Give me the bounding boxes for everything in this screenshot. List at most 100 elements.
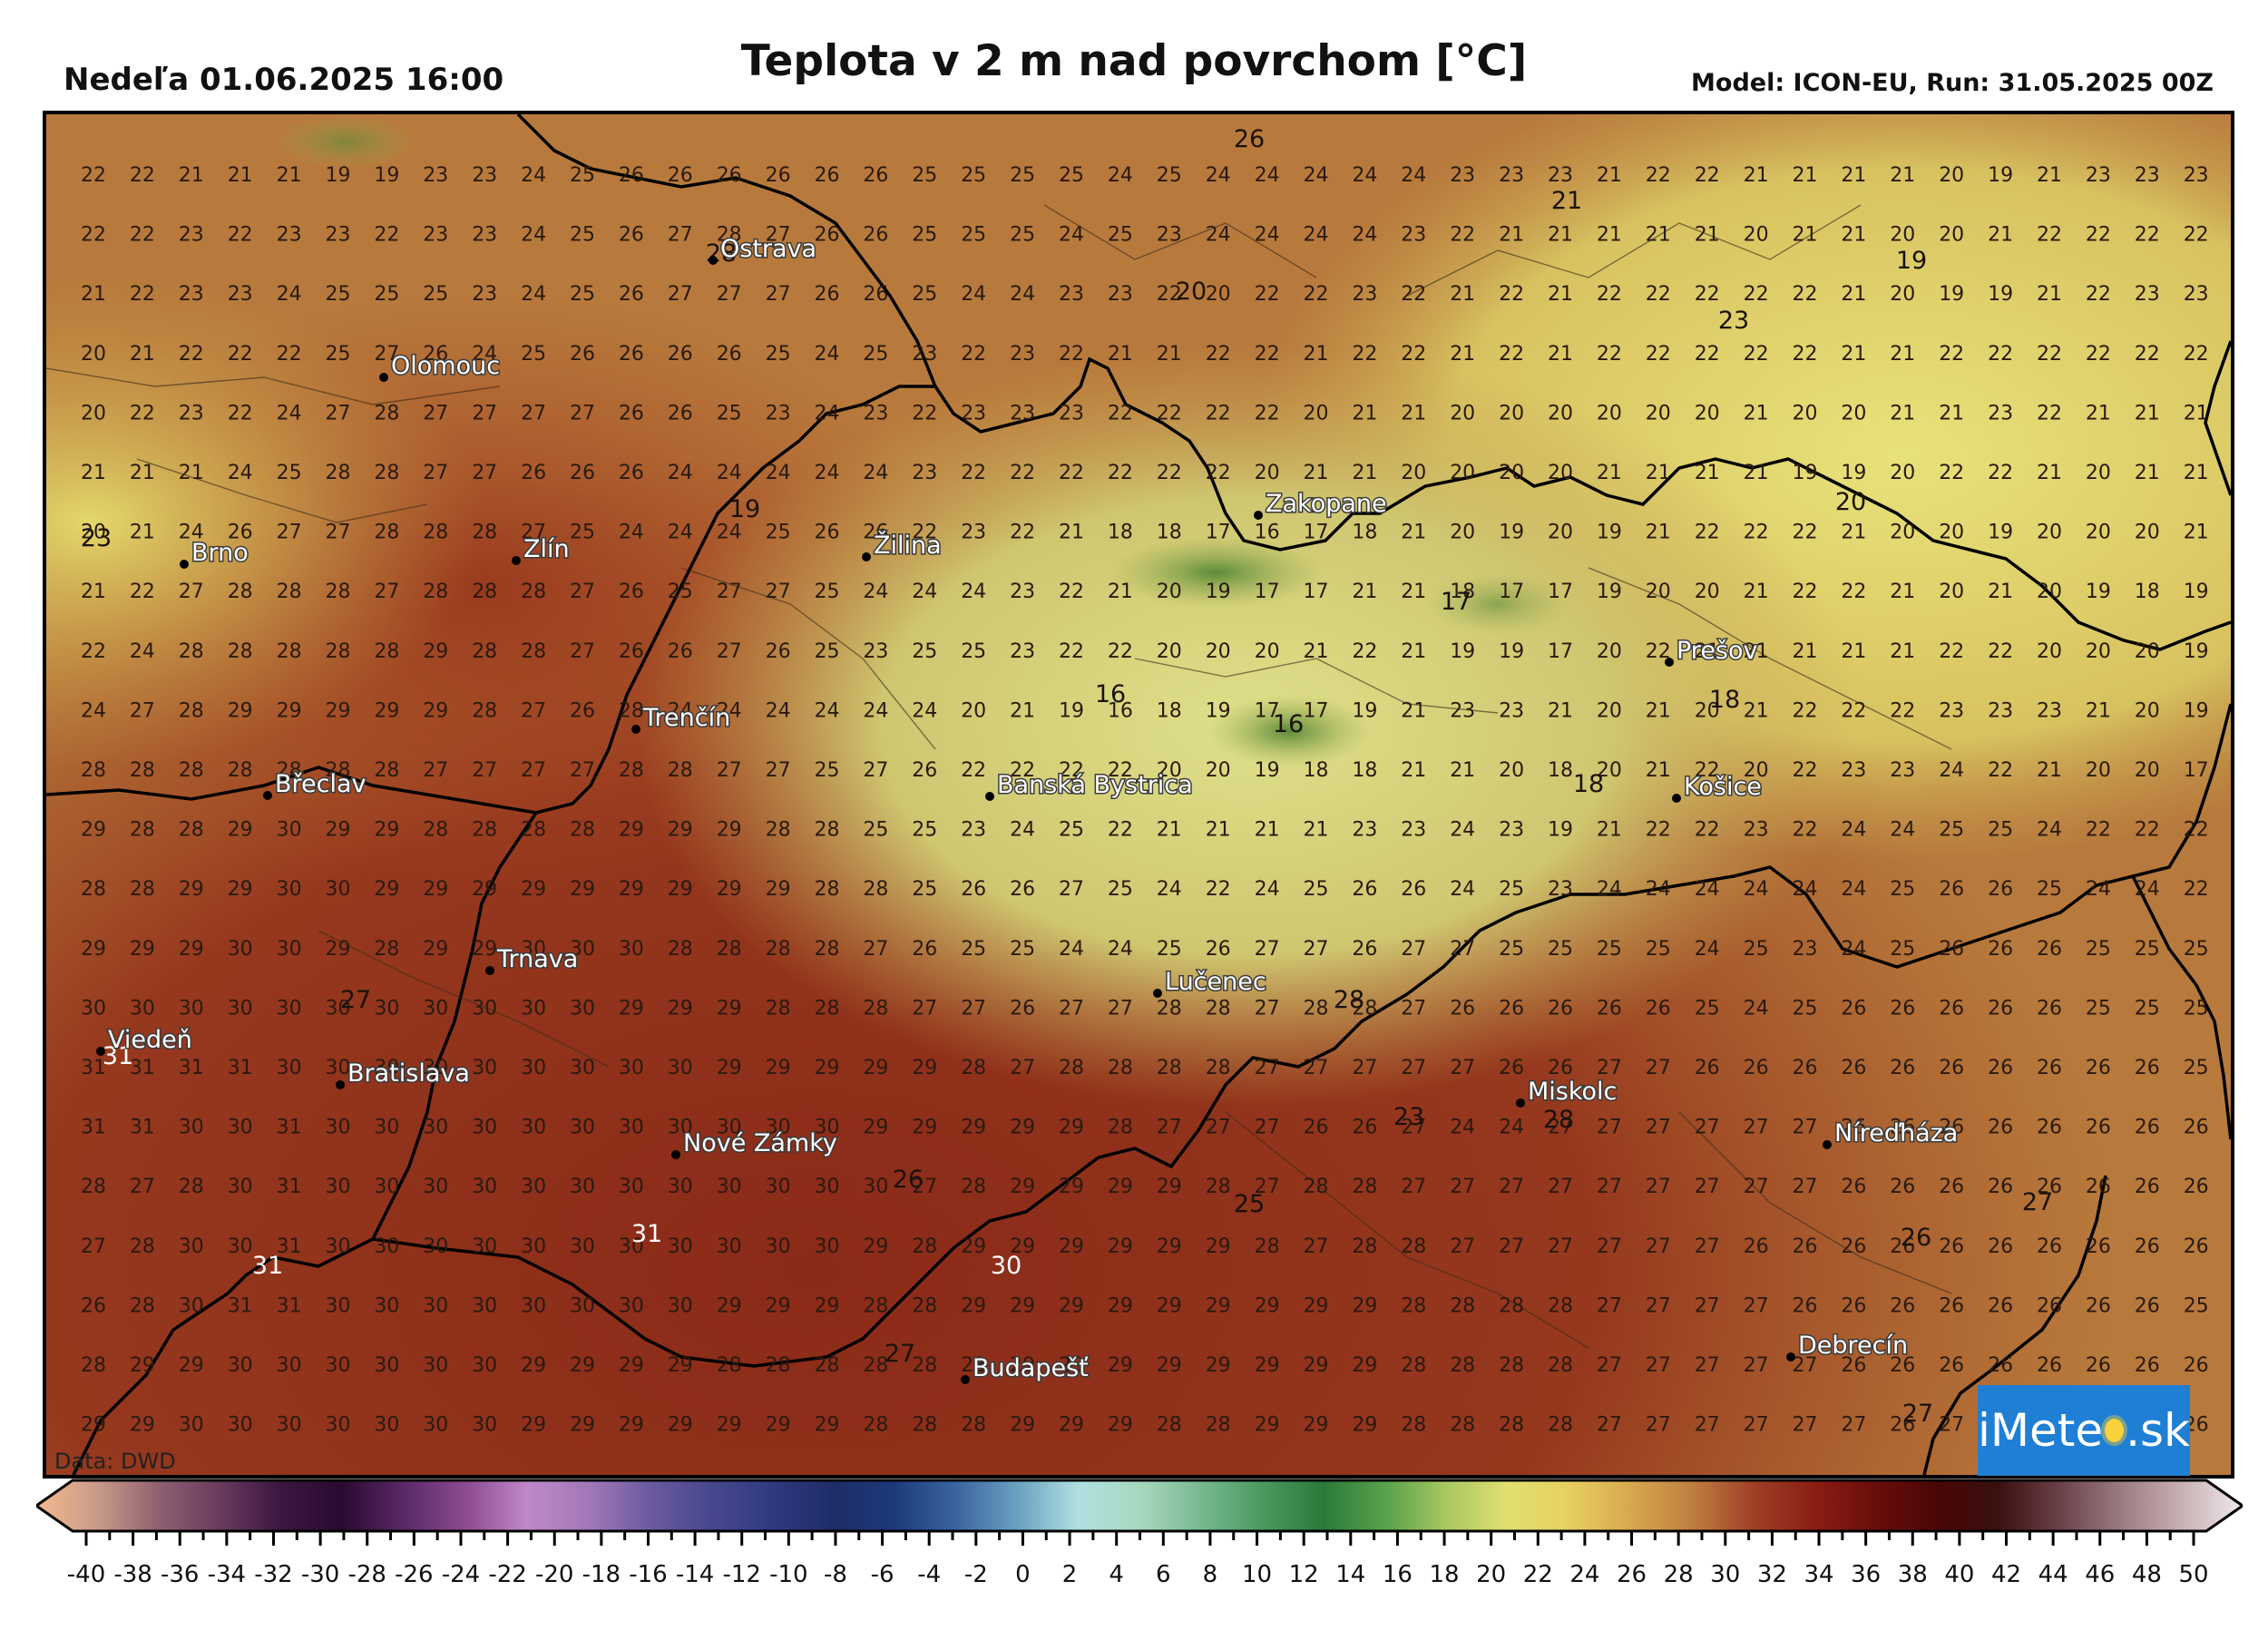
grid-value: 26 bbox=[2086, 1117, 2111, 1139]
city-marker[interactable]: Zakopane bbox=[1254, 489, 1388, 520]
grid-value: 27 bbox=[570, 640, 595, 663]
city-marker[interactable]: Lučenec bbox=[1153, 967, 1267, 998]
grid-value: 19 bbox=[1255, 759, 1280, 782]
grid-value: 26 bbox=[961, 878, 986, 901]
grid-value: 22 bbox=[1206, 462, 1231, 484]
grid-value: 30 bbox=[619, 1057, 644, 1079]
city-marker[interactable]: Níreďháza bbox=[1823, 1118, 1960, 1149]
grid-value: 21 bbox=[1401, 581, 1426, 603]
grid-value: 26 bbox=[2135, 1117, 2160, 1139]
grid-value: 22 bbox=[1793, 343, 1818, 366]
city-label: Viedeň bbox=[108, 1026, 192, 1054]
grid-value: 23 bbox=[472, 224, 497, 247]
city-marker[interactable]: Prešov bbox=[1665, 636, 1759, 667]
grid-value: 25 bbox=[326, 283, 351, 306]
grid-value: 20 bbox=[1401, 462, 1426, 484]
grid-value: 26 bbox=[1939, 1294, 1964, 1317]
grid-value: 19 bbox=[2184, 699, 2209, 722]
grid-value: 22 bbox=[1059, 640, 1084, 663]
city-marker[interactable]: Nové Zámky bbox=[671, 1128, 838, 1159]
grid-value: 27 bbox=[1255, 1176, 1280, 1198]
grid-value: 30 bbox=[521, 1294, 546, 1317]
grid-value: 24 bbox=[619, 522, 644, 544]
grid-value: 20 bbox=[2086, 462, 2111, 484]
grid-value: 27 bbox=[1157, 1117, 1182, 1139]
grid-value: 20 bbox=[1206, 759, 1231, 782]
grid-value: 27 bbox=[1255, 938, 1280, 961]
grid-value: 27 bbox=[521, 759, 546, 782]
grid-value: 24 bbox=[668, 522, 693, 544]
grid-value: 27 bbox=[1010, 1057, 1035, 1079]
grid-value: 27 bbox=[521, 402, 546, 425]
grid-value: 23 bbox=[326, 224, 351, 247]
grid-value: 21 bbox=[2037, 462, 2062, 484]
grid-value: 24 bbox=[961, 581, 986, 603]
grid-value: 27 bbox=[1744, 1176, 1769, 1198]
grid-value: 29 bbox=[766, 1057, 791, 1079]
grid-value: 24 bbox=[815, 462, 840, 484]
grid-value: 21 bbox=[1841, 640, 1866, 663]
city-marker[interactable]: Ostrava bbox=[709, 234, 818, 265]
city-marker[interactable]: Žilina bbox=[862, 530, 943, 561]
grid-value: 26 bbox=[2037, 1354, 2062, 1377]
grid-value: 28 bbox=[961, 1176, 986, 1198]
grid-value: 28 bbox=[1401, 1414, 1426, 1437]
grid-value: 29 bbox=[717, 997, 742, 1020]
grid-value: 19 bbox=[1939, 283, 1964, 306]
grid-value: 23 bbox=[1988, 699, 2013, 722]
city-marker[interactable]: Zlín bbox=[512, 534, 571, 565]
city-label: Košice bbox=[1684, 773, 1762, 801]
grid-value: 20 bbox=[1841, 402, 1866, 425]
city-marker[interactable]: Brno bbox=[180, 538, 249, 569]
city-marker[interactable]: Miskolc bbox=[1516, 1077, 1618, 1108]
grid-value: 30 bbox=[374, 997, 399, 1020]
grid-value: 22 bbox=[1059, 759, 1084, 782]
grid-value: 19 bbox=[1597, 522, 1622, 544]
grid-value: 20 bbox=[2086, 522, 2111, 544]
grid-value: 24 bbox=[863, 462, 888, 484]
logo-text-right: .sk bbox=[2126, 1404, 2190, 1457]
grid-value: 28 bbox=[619, 759, 644, 782]
grid-value: 28 bbox=[863, 997, 888, 1020]
city-marker[interactable]: Viedeň bbox=[96, 1025, 193, 1056]
grid-value: 29 bbox=[815, 1057, 840, 1079]
city-marker[interactable]: Budapešť bbox=[961, 1353, 1090, 1384]
grid-value: 25 bbox=[2135, 997, 2160, 1020]
grid-value: 22 bbox=[1059, 581, 1084, 603]
grid-value: 20 bbox=[1597, 759, 1622, 782]
grid-value: 27 bbox=[521, 522, 546, 544]
grid-value: 26 bbox=[1939, 1354, 1964, 1377]
grid-value: 21 bbox=[1744, 462, 1769, 484]
city-label: Debrecín bbox=[1798, 1332, 1908, 1360]
city-label: Ostrava bbox=[720, 235, 816, 263]
grid-value: 28 bbox=[130, 878, 155, 901]
city-marker[interactable]: Košice bbox=[1672, 772, 1763, 803]
grid-value: 25 bbox=[1890, 878, 1915, 901]
grid-value: 24 bbox=[1255, 878, 1280, 901]
local-extreme-values: 2621192023202319171616181825282328272626… bbox=[81, 125, 2053, 1428]
city-marker[interactable]: Trnava bbox=[485, 944, 580, 975]
city-marker[interactable]: Bratislava bbox=[336, 1059, 471, 1089]
city-marker[interactable]: Debrecín bbox=[1786, 1331, 1910, 1362]
city-marker[interactable]: Trenčín bbox=[631, 703, 732, 734]
imeteo-logo[interactable]: iMete .sk bbox=[1978, 1385, 2190, 1476]
grid-value: 24 bbox=[863, 699, 888, 722]
city-marker[interactable]: Banská Bystrica bbox=[985, 770, 1194, 801]
grid-value: 26 bbox=[1890, 1354, 1915, 1377]
grid-value: 30 bbox=[815, 1176, 840, 1198]
grid-value: 29 bbox=[766, 1414, 791, 1437]
grid-value: 28 bbox=[815, 878, 840, 901]
colorbar-tick-label: 38 bbox=[1898, 1561, 1928, 1588]
grid-value: 28 bbox=[1157, 997, 1182, 1020]
grid-value: 20 bbox=[2135, 522, 2160, 544]
grid-value: 30 bbox=[228, 938, 253, 961]
city-marker[interactable]: Břeclav bbox=[263, 769, 367, 800]
temperature-map[interactable]: 22 22 21 21 21 19 19 23 23 24 25 26 26 26 26 26 26 25 25 25… bbox=[43, 111, 2234, 1479]
grid-value: 22 bbox=[1352, 640, 1377, 663]
grid-value: 24 bbox=[1157, 878, 1182, 901]
grid-value: 21 bbox=[130, 522, 155, 544]
grid-value: 26 bbox=[619, 402, 644, 425]
city-marker[interactable]: Olomouc bbox=[379, 351, 502, 382]
grid-value: 27 bbox=[1793, 1414, 1818, 1437]
grid-value: 27 bbox=[1548, 1235, 1573, 1258]
